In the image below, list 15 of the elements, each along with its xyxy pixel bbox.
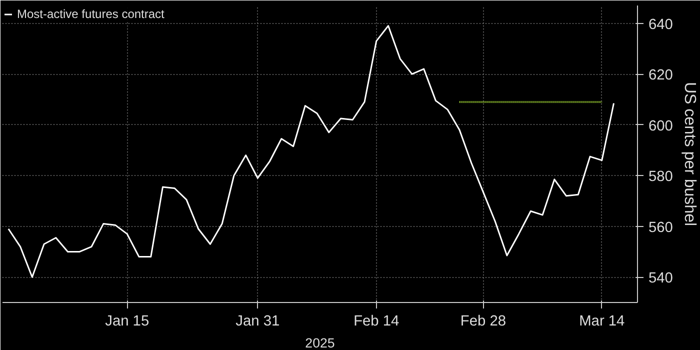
y-tick-label: 640: [648, 16, 673, 33]
x-tick-label: Jan 31: [236, 314, 280, 330]
y-tick-label: 600: [648, 118, 673, 134]
y-tick-label: 620: [648, 68, 673, 84]
x-tick-label: Feb 14: [354, 314, 400, 330]
x-axis-title: 2025: [305, 336, 335, 350]
line-series: [8, 25, 615, 278]
y-tick-label: 560: [648, 220, 673, 236]
x-tick-label: Jan 15: [105, 314, 150, 330]
x-tick-label: Mar 14: [579, 314, 625, 330]
legend-label: Most-active futures contract: [17, 7, 164, 21]
y-tick-label: 540: [648, 270, 673, 287]
y-tick-label: 580: [648, 169, 673, 186]
x-tick-label: Feb 28: [460, 314, 506, 330]
y-axis-title: US cents per bushel: [680, 82, 698, 226]
